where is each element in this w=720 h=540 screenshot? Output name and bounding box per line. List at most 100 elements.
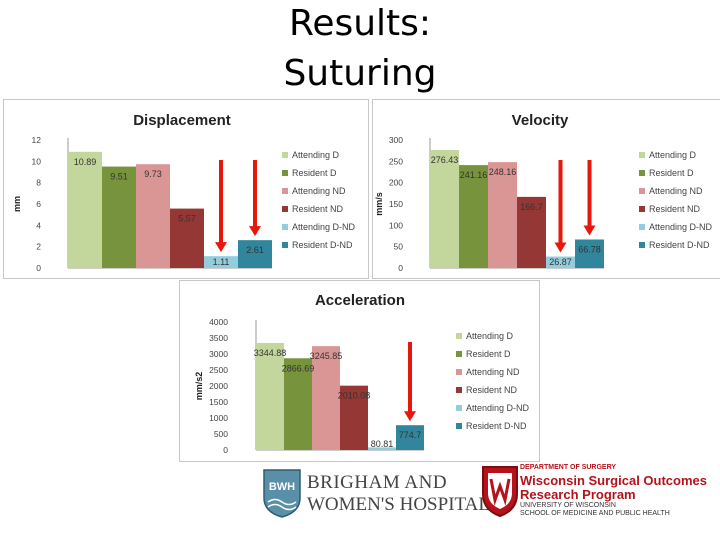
displacement-bar-attending-d xyxy=(68,151,102,268)
displacement-data-label: 5.57 xyxy=(178,214,196,224)
acceleration-ytick-label: 0 xyxy=(223,445,228,455)
displacement-data-label: 9.51 xyxy=(110,172,128,182)
velocity-ytick-label: 250 xyxy=(389,156,403,166)
displacement-data-label: 1.11 xyxy=(213,257,230,267)
acceleration-legend-label-attending-d: Attending D xyxy=(466,331,514,341)
displacement-legend-swatch-resident-nd xyxy=(282,206,288,212)
velocity-data-label: 66.78 xyxy=(578,245,601,255)
displacement-data-label: 2.61 xyxy=(246,245,264,255)
wisconsin-university: UNIVERSITY OF WISCONSIN xyxy=(520,502,616,509)
acceleration-ytick-label: 1000 xyxy=(209,413,228,423)
velocity-bar-attending-d xyxy=(430,150,459,268)
velocity-legend-label-attending-d-nd: Attending D-ND xyxy=(649,222,713,232)
velocity-ytick-label: 300 xyxy=(389,135,403,145)
displacement-ytick-label: 2 xyxy=(36,242,41,252)
velocity-legend-swatch-attending-d xyxy=(639,152,645,158)
displacement-ylabel: mm xyxy=(12,196,22,212)
acceleration-bar-resident-d xyxy=(284,358,312,450)
velocity-bar-attending-nd xyxy=(488,162,517,268)
displacement-chart: Displacement mm 0 2 4 6 8 10 12 10.89 9.51 9.73 5.57… xyxy=(3,99,369,279)
displacement-ytick-label: 0 xyxy=(36,263,41,273)
velocity-legend-swatch-resident-d-nd xyxy=(639,242,645,248)
slide-title-line-2: Suturing xyxy=(283,53,437,94)
acceleration-bar-attending-d xyxy=(256,342,284,450)
acceleration-legend-label-attending-d-nd: Attending D-ND xyxy=(466,403,530,413)
velocity-ytick-label: 150 xyxy=(389,199,403,209)
acceleration-bar-attending-d-nd xyxy=(368,447,396,450)
wisconsin-school: SCHOOL OF MEDICINE AND PUBLIC HEALTH xyxy=(520,510,670,517)
displacement-red-arrow-icon xyxy=(249,160,261,237)
displacement-title: Displacement xyxy=(133,112,231,129)
acceleration-ytick-label: 500 xyxy=(214,429,228,439)
displacement-legend-swatch-attending-d-nd xyxy=(282,224,288,230)
velocity-ytick-label: 200 xyxy=(389,178,403,188)
slide-title-line-1: Results: xyxy=(288,3,432,44)
velocity-red-arrow-icon xyxy=(583,160,596,236)
displacement-legend-label-resident-d: Resident D xyxy=(292,168,337,178)
velocity-ytick-label: 100 xyxy=(389,220,403,230)
acceleration-legend-swatch-attending-d xyxy=(456,333,462,339)
bwh-name-line-2: WOMEN'S HOSPITAL xyxy=(307,494,490,515)
acceleration-data-label: 2866.69 xyxy=(282,363,315,373)
velocity-ytick-label: 50 xyxy=(394,242,404,252)
velocity-bar-resident-d xyxy=(459,165,488,268)
acceleration-red-arrow-icon xyxy=(404,342,416,422)
acceleration-chart: Acceleration mm/s2 0 500 1000 1500 2000 2500 300… xyxy=(179,280,540,462)
displacement-legend-swatch-resident-d-nd xyxy=(282,242,288,248)
velocity-data-label: 276.43 xyxy=(431,155,459,165)
bwh-logo: BWH BRIGHAM AND WOMEN'S HOSPITAL xyxy=(262,468,490,518)
displacement-legend-label-attending-nd: Attending ND xyxy=(292,186,346,196)
velocity-bar-attending-d-nd xyxy=(546,256,575,268)
acceleration-legend-swatch-resident-d-nd xyxy=(456,423,462,429)
velocity-title: Velocity xyxy=(512,112,569,129)
displacement-legend-swatch-attending-nd xyxy=(282,188,288,194)
displacement-ytick-label: 6 xyxy=(36,199,41,209)
displacement-legend-label-attending-d: Attending D xyxy=(292,150,340,160)
acceleration-legend-swatch-resident-nd xyxy=(456,387,462,393)
displacement-legend-label-resident-d-nd: Resident D-ND xyxy=(292,240,353,250)
displacement-data-label: 9.73 xyxy=(144,169,162,179)
wisconsin-department: DEPARTMENT OF SURGERY xyxy=(520,464,617,471)
displacement-data-label: 10.89 xyxy=(74,157,97,167)
acceleration-legend-label-resident-d-nd: Resident D-ND xyxy=(466,421,527,431)
displacement-legend-swatch-resident-d xyxy=(282,170,288,176)
bwh-mark: BWH xyxy=(269,481,295,493)
velocity-legend-swatch-resident-nd xyxy=(639,206,645,212)
acceleration-data-label: 774.7 xyxy=(399,430,422,440)
displacement-legend-label-resident-nd: Resident ND xyxy=(292,204,344,214)
acceleration-ytick-label: 4000 xyxy=(209,317,228,327)
acceleration-legend-swatch-resident-d xyxy=(456,351,462,357)
acceleration-ytick-label: 1500 xyxy=(209,397,228,407)
wisconsin-program-line-2: Research Program xyxy=(520,487,636,502)
acceleration-data-label: 3245.85 xyxy=(310,351,343,361)
acceleration-data-label: 3344.88 xyxy=(254,348,287,358)
velocity-bar-resident-d-nd xyxy=(575,239,604,268)
acceleration-title: Acceleration xyxy=(315,292,405,309)
bwh-shield-icon: BWH xyxy=(263,469,301,518)
displacement-ytick-label: 8 xyxy=(36,178,41,188)
acceleration-ytick-label: 3000 xyxy=(209,349,228,359)
displacement-ytick-label: 12 xyxy=(32,135,42,145)
displacement-bar-attending-d-nd xyxy=(204,256,238,268)
velocity-chart: Velocity mm/s 0 50 100 150 200 250 300 276.43 241.… xyxy=(372,99,720,279)
acceleration-legend-swatch-attending-d-nd xyxy=(456,405,462,411)
acceleration-legend-label-resident-d: Resident D xyxy=(466,349,511,359)
displacement-bar-attending-nd xyxy=(136,164,170,268)
displacement-ytick-label: 10 xyxy=(32,156,42,166)
velocity-legend-swatch-attending-d-nd xyxy=(639,224,645,230)
acceleration-ytick-label: 2000 xyxy=(209,381,228,391)
velocity-red-arrow-icon xyxy=(554,160,567,253)
acceleration-data-label: 80.81 xyxy=(371,439,394,449)
displacement-red-arrow-icon xyxy=(215,160,227,253)
acceleration-ytick-label: 3500 xyxy=(209,333,228,343)
wisconsin-program-line-1: Wisconsin Surgical Outcomes xyxy=(520,473,707,488)
velocity-legend-swatch-resident-d xyxy=(639,170,645,176)
acceleration-legend-swatch-attending-nd xyxy=(456,369,462,375)
acceleration-ylabel: mm/s2 xyxy=(194,372,204,401)
displacement-bar-resident-nd xyxy=(170,208,204,268)
velocity-data-label: 241.16 xyxy=(460,170,488,180)
velocity-legend-label-resident-nd: Resident ND xyxy=(649,204,701,214)
bwh-name-line-1: BRIGHAM AND xyxy=(307,472,448,493)
velocity-ytick-label: 0 xyxy=(398,263,403,273)
velocity-bar-resident-nd xyxy=(517,196,546,268)
